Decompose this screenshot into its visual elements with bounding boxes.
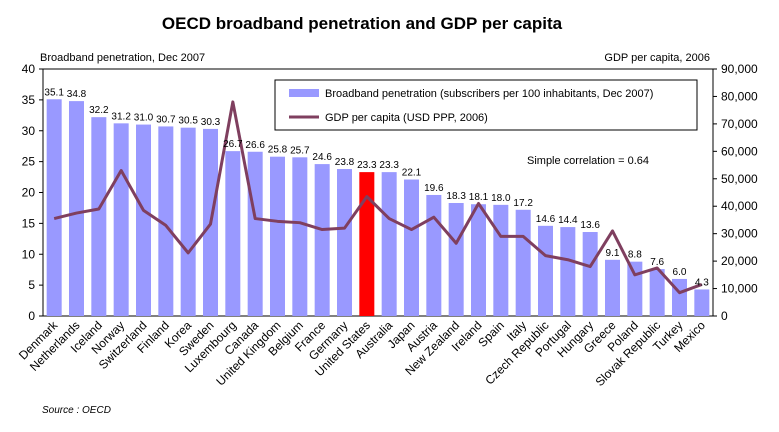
bar-turkey [672,278,687,316]
bar-australia [381,172,397,316]
bar-data-label: 4.3 [695,277,709,288]
bar-data-label: 19.6 [424,183,444,194]
bar-data-label: 6.0 [673,267,687,278]
bar-data-label: 14.6 [536,214,556,225]
right-tick-label: 20,000 [721,254,758,268]
bar-norway [113,123,129,316]
bar-data-label: 17.2 [513,198,533,209]
legend-bar-label: Broadband penetration (subscribers per 1… [325,88,653,100]
bar-data-label: 18.1 [469,192,489,203]
bar-data-label: 30.3 [201,117,221,128]
bar-data-label: 9.1 [606,248,620,259]
bar-france [314,164,330,316]
y-axis-left-label: Broadband penetration, Dec 2007 [40,52,205,64]
right-tick-label: 50,000 [721,172,758,186]
bar-data-label: 18.0 [491,193,511,204]
bar-spain [493,204,509,316]
right-tick-label: 70,000 [721,117,758,131]
correlation-annotation: Simple correlation = 0.64 [527,155,649,167]
source-note: Source : OECD [42,405,111,416]
bar-mexico [694,289,710,316]
right-tick-label: 0 [721,309,728,323]
category-label: Spain [475,318,507,350]
chart-title: OECD broadband penetration and GDP per c… [162,14,563,33]
bar-data-label: 7.6 [650,257,664,268]
bar-japan [404,179,419,316]
bar-data-label: 34.8 [67,89,87,100]
right-tick-label: 40,000 [721,199,758,213]
right-tick-label: 10,000 [721,282,758,296]
bar-united-kingdom [270,156,285,316]
left-tick-label: 10 [22,247,36,261]
bar-data-label: 35.1 [44,87,64,98]
bar-data-label: 13.6 [580,220,600,231]
bar-netherlands [69,101,84,316]
bar-data-label: 23.8 [335,157,355,168]
bar-data-label: 24.6 [312,152,332,163]
bar-data-label: 26.7 [223,139,243,150]
bar-slovak-republic [649,269,665,316]
bar-data-label: 18.3 [446,191,466,202]
bar-italy [515,209,531,316]
left-tick-label: 30 [22,124,36,138]
bar-austria [426,194,442,316]
bar-data-label: 22.1 [402,168,422,179]
left-tick-label: 35 [22,93,36,107]
bar-ireland [471,204,486,316]
bar-data-label: 32.2 [89,105,109,116]
right-tick-label: 30,000 [721,227,758,241]
bar-korea [180,127,196,316]
left-tick-label: 20 [22,186,36,200]
bar-data-label: 31.0 [134,113,154,124]
bar-data-label: 14.4 [558,215,578,226]
legend-bar-swatch [289,89,319,97]
legend-box [274,79,698,131]
bar-iceland [91,117,107,316]
bar-new-zealand [448,203,464,316]
bar-data-label: 30.7 [156,114,176,125]
bar-denmark [46,99,62,316]
bar-hungary [582,232,598,316]
left-tick-label: 5 [28,278,35,292]
bar-data-label: 8.8 [628,250,642,261]
legend-line-label: GDP per capita (USD PPP, 2006) [325,112,488,124]
right-tick-label: 80,000 [721,89,758,103]
bar-belgium [292,157,308,316]
legend: Broadband penetration (subscribers per 1… [274,79,698,131]
axis-ticks-layer: 0 5 10 15 20 25 30 35 40 0 10,000 20,000 30,000 40,00… [22,62,758,323]
bar-switzerland [136,124,151,316]
bar-data-label: 23.3 [379,160,399,171]
bar-data-label: 26.6 [245,140,265,151]
left-tick-label: 25 [22,155,36,169]
left-tick-label: 40 [22,62,36,76]
gdp-per-capita-line [53,100,703,295]
bar-germany [337,169,352,316]
bar-czech-republic [538,225,553,316]
bar-data-label: 23.3 [357,160,377,171]
right-tick-label: 90,000 [721,62,758,76]
bar-canada [247,151,263,316]
y-axis-right-label: GDP per capita, 2006 [604,52,710,64]
bar-data-label: 25.8 [268,145,288,156]
bar-united-states [359,172,375,316]
bar-data-label: 25.7 [290,145,310,156]
data-labels-layer: 35.1 34.832.231.2 31.0 30.7 30.5 30.326.7 26.6… [44,87,709,288]
left-tick-label: 0 [28,309,35,323]
bar-greece [605,259,620,316]
bar-luxembourg [225,151,241,316]
gdp-line-layer [53,100,703,295]
bar-data-label: 31.2 [111,111,131,122]
category-labels-layer: DenmarkNetherlandsIcelandNorwaySwitzerla… [16,318,708,389]
bar-poland [627,261,643,316]
bar-finland [158,126,174,317]
left-tick-label: 15 [22,216,36,230]
bar-data-label: 30.5 [178,116,198,127]
right-tick-label: 60,000 [721,144,758,158]
bars-layer [46,99,710,317]
bar-portugal [560,227,576,316]
